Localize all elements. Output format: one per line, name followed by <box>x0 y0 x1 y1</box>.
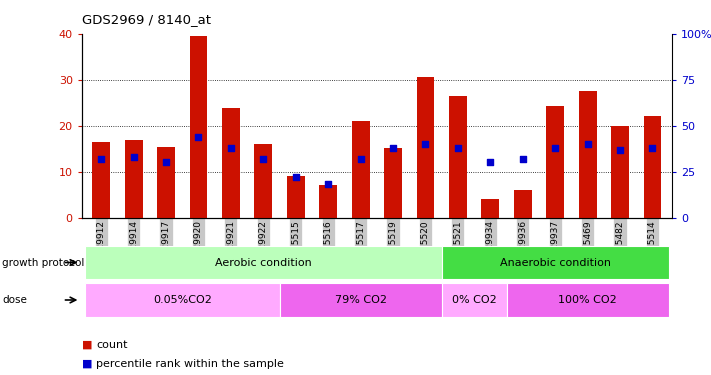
Bar <box>506 283 668 317</box>
Text: count: count <box>96 340 127 350</box>
Point <box>355 156 366 162</box>
Text: 79% CO2: 79% CO2 <box>335 295 387 305</box>
Bar <box>514 190 532 217</box>
Point <box>550 145 561 151</box>
Bar <box>279 283 442 317</box>
Bar <box>384 148 402 217</box>
Text: GDS2969 / 8140_at: GDS2969 / 8140_at <box>82 13 210 26</box>
Bar <box>352 121 370 218</box>
Bar <box>190 36 208 218</box>
Bar <box>481 199 499 217</box>
Bar <box>92 142 110 218</box>
Point <box>614 147 626 153</box>
Text: ■: ■ <box>82 359 92 369</box>
Bar <box>449 96 467 218</box>
Text: growth protocol: growth protocol <box>2 258 85 267</box>
Text: 0.05%CO2: 0.05%CO2 <box>153 295 212 305</box>
Bar <box>287 176 305 218</box>
Point <box>485 159 496 165</box>
Point <box>647 145 658 151</box>
Bar <box>157 147 175 218</box>
Bar <box>611 126 629 218</box>
Point <box>290 174 301 180</box>
Text: Aerobic condition: Aerobic condition <box>215 258 311 267</box>
Point <box>419 141 431 147</box>
Point <box>452 145 464 151</box>
Point <box>161 159 172 165</box>
Bar <box>442 246 668 279</box>
Bar <box>417 77 434 218</box>
Text: 0% CO2: 0% CO2 <box>451 295 496 305</box>
Point <box>193 134 204 140</box>
Bar <box>319 185 337 218</box>
Text: percentile rank within the sample: percentile rank within the sample <box>96 359 284 369</box>
Bar <box>643 116 661 218</box>
Point <box>128 154 139 160</box>
Text: Anaerobic condition: Anaerobic condition <box>500 258 611 267</box>
Bar <box>442 283 506 317</box>
Point <box>257 156 269 162</box>
Point <box>225 145 237 151</box>
Point <box>95 156 107 162</box>
Point <box>323 182 334 188</box>
Bar <box>546 106 564 218</box>
Bar <box>255 144 272 218</box>
Point <box>517 156 528 162</box>
Text: dose: dose <box>2 295 27 305</box>
Text: 100% CO2: 100% CO2 <box>558 295 617 305</box>
Point <box>387 145 399 151</box>
Bar <box>579 91 597 218</box>
Text: ■: ■ <box>82 340 92 350</box>
Bar <box>222 108 240 218</box>
Point <box>582 141 593 147</box>
Bar <box>124 140 143 218</box>
Bar <box>85 283 279 317</box>
Bar <box>85 246 442 279</box>
